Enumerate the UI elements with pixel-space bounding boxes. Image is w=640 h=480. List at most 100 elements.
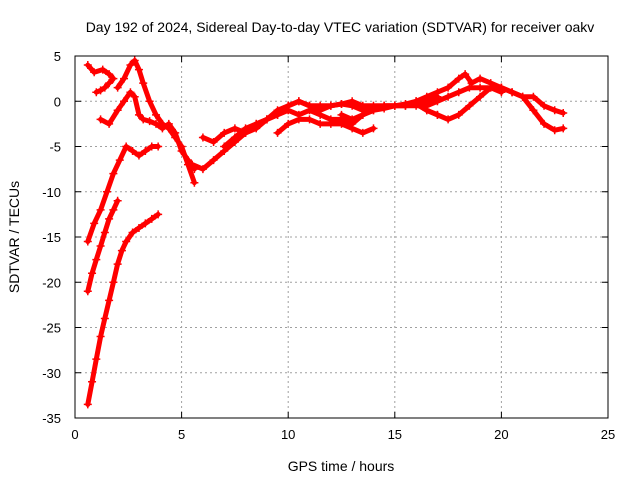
- data-point: [90, 219, 99, 228]
- data-point: [433, 88, 442, 97]
- data-point: [294, 97, 303, 106]
- data-point: [83, 237, 92, 246]
- data-point: [122, 142, 131, 151]
- series-line: [339, 85, 566, 122]
- data-point: [198, 133, 207, 142]
- data-point: [209, 137, 218, 146]
- data-point: [465, 101, 474, 110]
- data-point: [497, 88, 506, 97]
- data-point: [109, 74, 118, 83]
- series-trace-10: [273, 115, 378, 137]
- data-point: [105, 119, 114, 128]
- data-point: [88, 269, 97, 278]
- data-point: [141, 147, 150, 156]
- data-point: [369, 124, 378, 133]
- data-point: [100, 83, 109, 92]
- series-line: [98, 89, 197, 172]
- data-point: [326, 119, 335, 128]
- data-point: [188, 160, 197, 169]
- series-line: [85, 144, 161, 244]
- data-point: [326, 101, 335, 110]
- data-point: [337, 119, 346, 128]
- data-point: [380, 104, 389, 113]
- data-point: [120, 74, 129, 83]
- data-point: [134, 65, 143, 74]
- data-point: [198, 165, 207, 174]
- data-point: [412, 97, 421, 106]
- data-point: [348, 97, 357, 106]
- data-point: [126, 61, 135, 70]
- data-point: [241, 124, 250, 133]
- x-axis-label: GPS time / hours: [288, 458, 395, 474]
- data-point: [92, 255, 101, 264]
- y-tick-label: -30: [42, 366, 61, 381]
- series-trace-12: [412, 70, 568, 135]
- data-point: [134, 110, 143, 119]
- data-point: [96, 205, 105, 214]
- data-point: [177, 142, 186, 151]
- data-point: [139, 79, 148, 88]
- data-point: [230, 133, 239, 142]
- series-layer: [83, 56, 568, 409]
- y-tick-label: -25: [42, 321, 61, 336]
- x-tick-label: 5: [178, 427, 185, 442]
- series-line: [85, 211, 161, 407]
- data-point: [105, 296, 114, 305]
- data-point: [83, 287, 92, 296]
- data-point: [444, 115, 453, 124]
- data-point: [145, 97, 154, 106]
- data-point: [90, 68, 99, 77]
- data-point: [113, 260, 122, 269]
- data-point: [550, 106, 559, 115]
- data-point: [171, 133, 180, 142]
- data-point: [508, 88, 517, 97]
- y-axis-label: SDTVAR / TECUs: [6, 181, 22, 293]
- data-point: [316, 106, 325, 115]
- data-point: [102, 187, 111, 196]
- y-tick-label: -10: [42, 185, 61, 200]
- data-point: [422, 106, 431, 115]
- data-point: [444, 83, 453, 92]
- data-point: [305, 115, 314, 124]
- data-point: [154, 210, 163, 219]
- data-point: [117, 246, 126, 255]
- data-point: [262, 115, 271, 124]
- data-point: [128, 147, 137, 156]
- data-point: [358, 101, 367, 110]
- data-point: [337, 110, 346, 119]
- data-point: [109, 205, 118, 214]
- data-point: [529, 92, 538, 101]
- axis-ticks: [74, 55, 609, 419]
- data-point: [369, 106, 378, 115]
- data-point: [476, 83, 485, 92]
- data-point: [158, 119, 167, 128]
- x-tick-label: 25: [601, 427, 615, 442]
- data-point: [120, 97, 129, 106]
- data-point: [273, 128, 282, 137]
- data-point: [141, 219, 150, 228]
- data-point: [465, 83, 474, 92]
- data-point: [529, 106, 538, 115]
- data-point: [83, 61, 92, 70]
- data-point: [134, 151, 143, 160]
- data-point: [358, 128, 367, 137]
- data-point: [294, 115, 303, 124]
- y-tick-label: -20: [42, 275, 61, 290]
- data-point: [134, 223, 143, 232]
- data-point: [540, 101, 549, 110]
- y-tick-label: 0: [54, 94, 61, 109]
- data-point: [145, 117, 154, 126]
- x-tick-label: 15: [388, 427, 402, 442]
- data-point: [190, 178, 199, 187]
- data-point: [115, 156, 124, 165]
- data-point: [130, 56, 139, 65]
- x-tick-labels: 0 5 10 15 20 25: [71, 427, 615, 442]
- data-point: [109, 278, 118, 287]
- data-point: [92, 88, 101, 97]
- data-point: [113, 196, 122, 205]
- data-point: [154, 142, 163, 151]
- data-point: [454, 110, 463, 119]
- data-point: [113, 83, 122, 92]
- data-point: [83, 400, 92, 409]
